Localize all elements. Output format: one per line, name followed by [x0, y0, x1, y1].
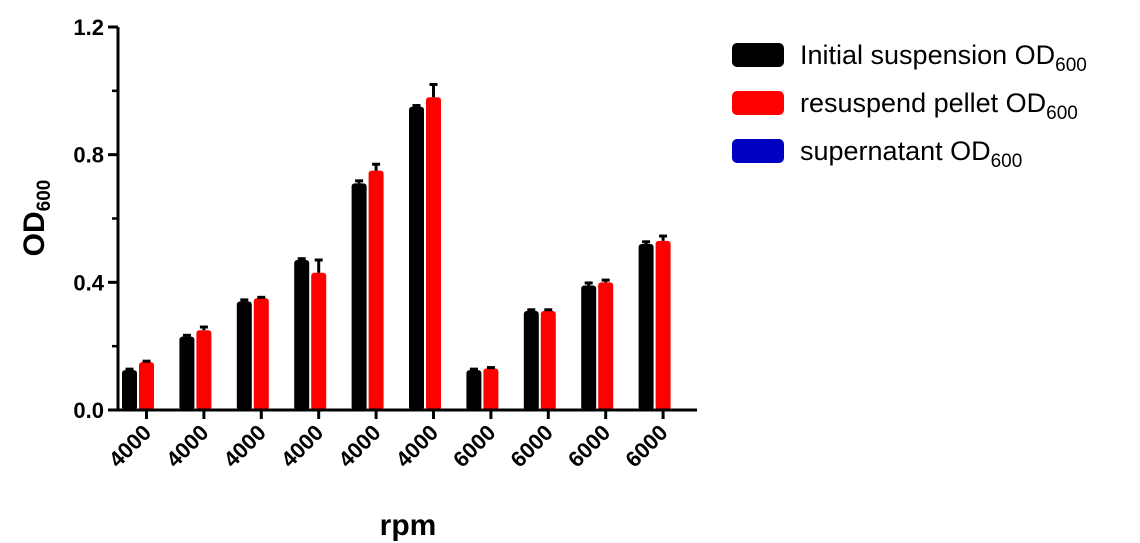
bar-series-1-group-3 [236, 301, 252, 410]
bar-series-2-group-7 [483, 368, 499, 410]
x-tick-label: 4000 [104, 420, 156, 472]
y-axis: 0.0 0.4 0.8 1.2 [73, 15, 120, 423]
y-tick-label: 1.2 [73, 15, 104, 40]
x-axis: 4000 4000 4000 4000 4000 4000 6000 6000 6000 6000 [104, 408, 697, 472]
y-axis-title-sub: 600 [34, 180, 55, 212]
y-tick-label: 0.0 [73, 398, 104, 423]
bar-series-2-group-5 [368, 170, 384, 410]
bar-series-1-group-10 [638, 244, 654, 410]
x-tick-label: 4000 [161, 420, 213, 472]
legend-label-2: resuspend pellet OD600 [800, 88, 1078, 124]
y-tick-label: 0.4 [73, 270, 104, 295]
plot-area [122, 82, 688, 411]
bar-series-1-group-4 [294, 259, 310, 410]
x-tick-label: 4000 [276, 420, 328, 472]
bar-series-2-group-2 [196, 330, 212, 410]
bar-series-1-group-6 [409, 106, 424, 411]
bar-series-2-group-6 [426, 97, 441, 410]
y-axis-title-main: OD [18, 211, 51, 256]
bar-series-1-group-5 [351, 183, 367, 410]
y-tick-label: 0.8 [73, 143, 104, 168]
legend-label-3: supernatant OD600 [800, 136, 1022, 172]
bar-series-2-group-8 [540, 311, 556, 410]
bar-series-1-group-9 [581, 285, 597, 410]
bar-series-2-group-10 [655, 240, 671, 410]
x-tick-label: 4000 [219, 420, 271, 472]
x-tick-label: 6000 [506, 420, 558, 472]
legend-swatch-2 [732, 91, 784, 115]
legend: Initial suspension OD600 resuspend pellet… [732, 40, 1087, 172]
bar-series-2-group-1 [139, 362, 154, 410]
x-axis-title: rpm [380, 509, 437, 542]
x-tick-label: 6000 [563, 420, 615, 472]
x-tick-label: 4000 [391, 420, 443, 472]
y-axis-title: OD600 [18, 180, 55, 257]
legend-swatch-3 [732, 139, 784, 163]
bar-series-1-group-2 [179, 336, 195, 410]
bar-series-2-group-4 [311, 272, 327, 410]
x-tick-label: 6000 [448, 420, 500, 472]
bar-series-1-group-1 [122, 370, 137, 410]
bar-series-2-group-9 [598, 282, 614, 410]
bar-series-1-group-8 [523, 311, 539, 410]
bar-series-1-group-7 [466, 370, 482, 410]
legend-swatch-1 [732, 43, 784, 67]
x-tick-label: 6000 [620, 420, 672, 472]
bar-series-2-group-3 [253, 298, 269, 410]
x-tick-label: 4000 [333, 420, 385, 472]
legend-label-1: Initial suspension OD600 [800, 40, 1087, 76]
